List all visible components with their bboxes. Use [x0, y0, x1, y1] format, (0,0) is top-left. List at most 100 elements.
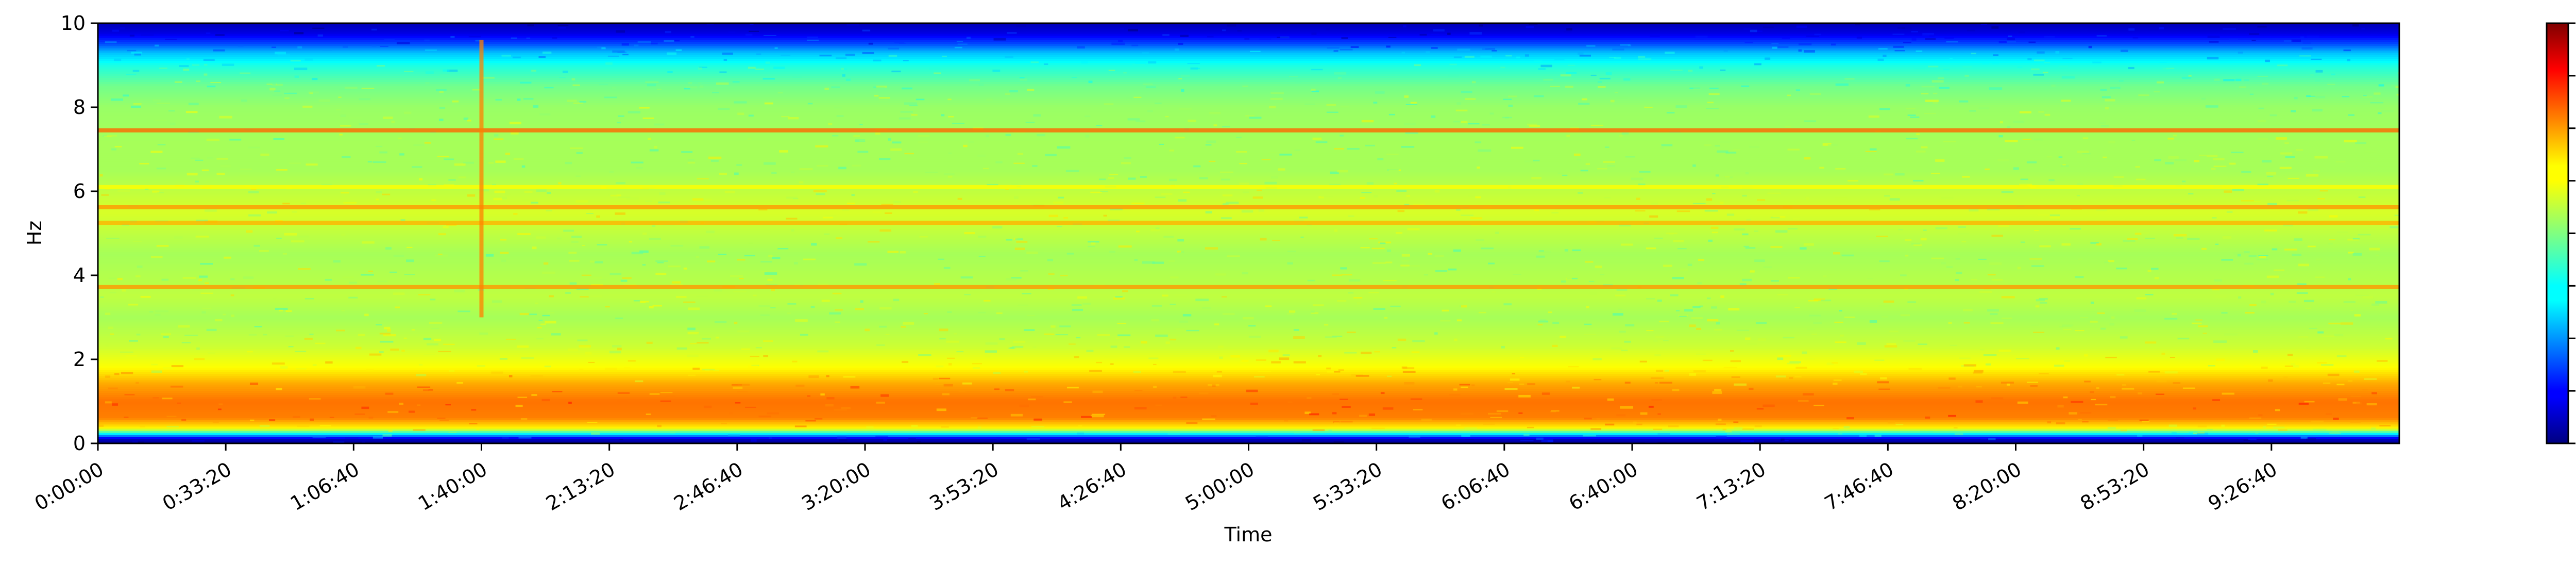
spectrogram-noise [1485, 48, 1496, 50]
spectrogram-noise [2007, 283, 2021, 284]
spectrogram-noise [1612, 313, 1623, 316]
spectrogram-noise [1050, 325, 1056, 328]
spectrogram-noise [904, 102, 918, 105]
spectrogram-band [98, 413, 2399, 417]
spectrogram-noise [1566, 135, 1570, 137]
spectrogram-noise [2238, 296, 2242, 299]
spectrogram-noise [683, 301, 696, 303]
spectrogram-noise [125, 355, 137, 357]
spectrogram-noise [1180, 75, 1190, 77]
spectrogram-noise [423, 338, 432, 340]
spectrogram-noise [645, 81, 659, 83]
spectrogram-noise [1831, 43, 1836, 46]
spectrogram-noise [1031, 426, 1045, 427]
spectrogram-noise [1005, 93, 1010, 95]
spectrogram-noise [1256, 436, 1268, 438]
spectrogram-noise [1955, 278, 1959, 281]
spectrogram-noise [631, 252, 643, 255]
spectrogram-noise [383, 117, 393, 119]
spectrogram-noise [2173, 234, 2187, 237]
spectrogram-noise [2371, 427, 2376, 430]
spectrogram-noise [282, 253, 287, 255]
spectrogram-band [98, 195, 2399, 198]
spectrogram-noise [1638, 184, 1646, 186]
spectrogram-noise [1636, 197, 1640, 200]
spectrogram-noise [2039, 297, 2048, 300]
spectrogram-noise [183, 69, 190, 71]
spectrogram-noise [1707, 319, 1719, 322]
spectrogram-noise [2257, 259, 2268, 260]
spectrogram-noise [1186, 422, 1198, 424]
spectrogram-noise [748, 114, 754, 117]
spectrogram-noise [542, 271, 555, 274]
spectrogram-noise [2364, 151, 2376, 153]
spectrogram-noise [624, 367, 631, 369]
spectrogram-band [98, 296, 2399, 299]
spectrogram-noise [2177, 337, 2190, 340]
spectrogram-noise [1971, 53, 1976, 55]
spectrogram-noise [1841, 254, 1854, 257]
spectrogram-noise [192, 289, 202, 291]
spectrogram-noise [842, 74, 845, 77]
spectrogram-noise [2078, 419, 2082, 420]
spectrogram-noise [361, 274, 374, 276]
spectrogram-noise [755, 69, 764, 70]
spectrogram-noise [1692, 164, 1696, 167]
spectrogram-noise [1219, 171, 1233, 173]
spectrogram-noise [947, 98, 952, 101]
spectrogram-noise [1848, 180, 1858, 182]
spectrogram-noise [187, 173, 198, 176]
spectrogram-noise [445, 404, 451, 406]
spectrogram-noise [1270, 92, 1284, 94]
spectrogram-noise [786, 218, 798, 220]
spectrogram-noise [1481, 247, 1494, 250]
spectrogram-noise [665, 30, 671, 34]
spectrogram-noise [893, 201, 901, 203]
spectrogram-noise [2287, 354, 2293, 356]
spectrogram-noise [670, 245, 684, 247]
spectrogram-noise [684, 88, 690, 90]
spectrogram-band [98, 370, 2399, 373]
spectrogram-noise [2071, 401, 2083, 403]
spectrogram-noise [1058, 196, 1064, 198]
spectrogram-noise [547, 312, 555, 313]
spectrogram-noise [294, 75, 299, 78]
spectrogram-noise [1833, 252, 1840, 255]
spectrogram-noise [1675, 310, 1680, 311]
spectrogram-noise [1024, 370, 1028, 373]
spectrogram-noise [737, 112, 744, 115]
spectrogram-noise [213, 49, 225, 52]
spectrogram-noise [2273, 426, 2285, 428]
spectrogram-noise [1770, 217, 1780, 219]
spectrogram-noise [1413, 204, 1425, 206]
spectrogram-noise [186, 58, 190, 60]
spectrogram-noise [605, 368, 617, 370]
spectrogram-noise [2249, 417, 2262, 419]
spectrogram-noise [2031, 323, 2039, 326]
spectrogram-noise [1670, 294, 1679, 296]
spectrogram-noise [1374, 195, 1378, 197]
spectrogram-noise [2039, 245, 2051, 247]
spectrogram-noise [1342, 406, 1351, 408]
spectrogram-band [98, 245, 2399, 249]
spectrogram-noise [196, 347, 200, 350]
spectrogram-noise [1646, 298, 1655, 300]
spectrogram-noise [195, 236, 209, 238]
spectrogram-noise [1170, 338, 1177, 341]
spectrogram-noise [100, 296, 104, 298]
spectrogram-noise [1402, 367, 1415, 370]
spectrogram-noise [1806, 35, 1820, 37]
spectrogram-noise [2096, 35, 2107, 37]
spectrogram-noise [2323, 382, 2331, 384]
spectrogram-noise [1348, 216, 1354, 217]
spectrogram-noise [2320, 364, 2334, 366]
x-axis-label: Time [1224, 523, 1273, 546]
spectrogram-noise [2352, 238, 2360, 240]
spectrogram-band [98, 118, 2399, 121]
spectrogram-noise [1878, 388, 1890, 390]
spectrogram-noise [787, 312, 791, 314]
spectrogram-noise [151, 363, 158, 366]
spectrogram-noise [388, 429, 393, 432]
spectrogram-noise [1922, 32, 1934, 36]
spectrogram-noise [996, 312, 1003, 314]
